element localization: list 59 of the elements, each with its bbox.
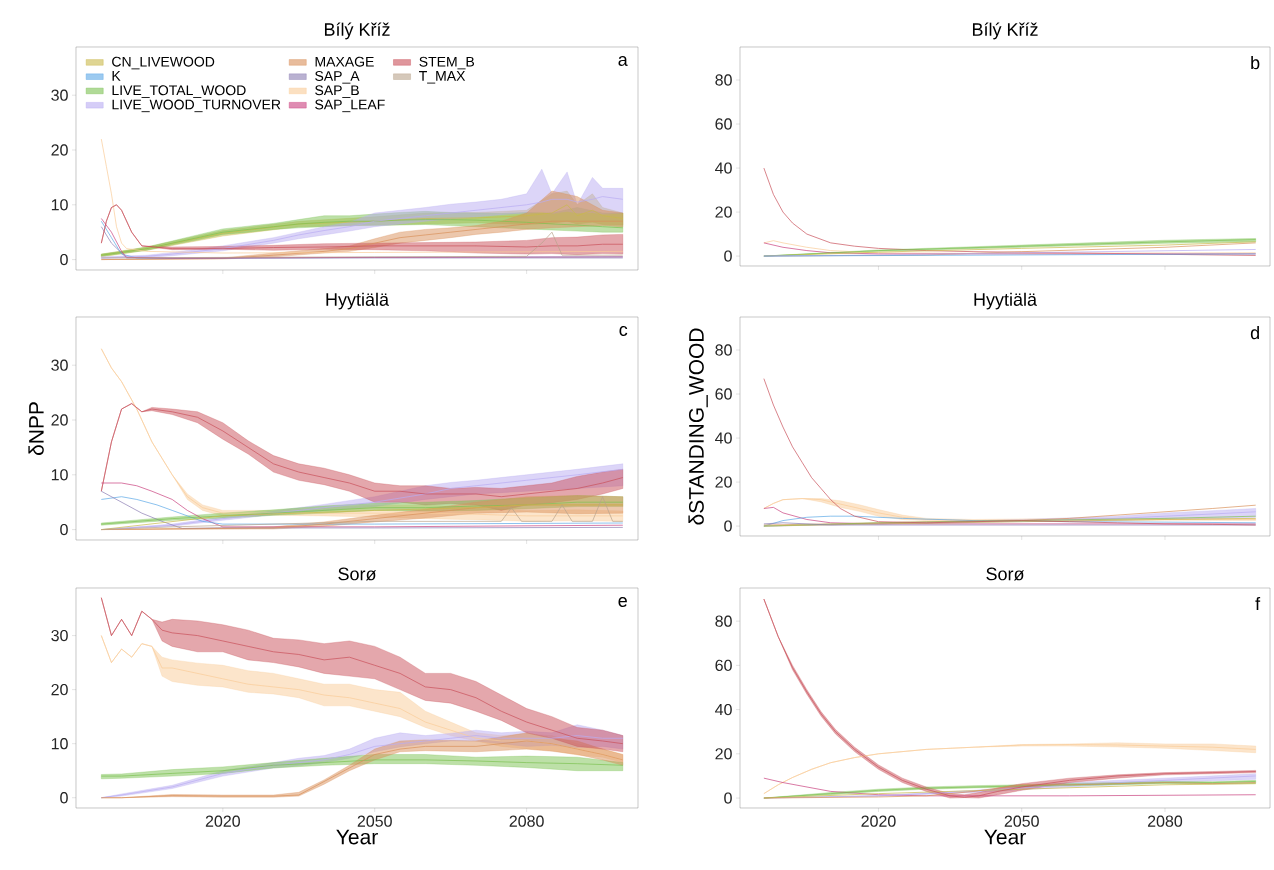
y-tick-label: 0 (724, 520, 732, 532)
annotation: f (1255, 597, 1261, 611)
legend-label: SAP_B (315, 85, 359, 98)
y-axis-title: δNPP (28, 402, 44, 456)
y-tick-label: 80 (715, 74, 732, 86)
legend-label: LIVE_WOOD_TURNOVER (112, 99, 281, 113)
annotation: c (619, 326, 628, 336)
x-tick-label: 2050 (357, 815, 392, 827)
y-tick-label: 10 (51, 738, 68, 750)
y-tick-label: 0 (724, 792, 732, 804)
y-tick-label: 20 (715, 206, 732, 218)
y-tick-label: 40 (715, 432, 732, 444)
legend-label: K (112, 71, 121, 81)
y-tick-label: 30 (51, 359, 68, 371)
chart-title: Sorø (986, 567, 1025, 581)
y-tick-label: 20 (715, 476, 732, 488)
y-tick-label: 80 (715, 344, 732, 356)
annotation: d (1250, 326, 1259, 340)
legend-label: SAP_A (315, 71, 360, 84)
y-tick-label: 80 (715, 615, 732, 627)
y-tick-label: 20 (51, 414, 68, 426)
x-tick-label: 2080 (509, 815, 544, 827)
y-tick-label: 0 (60, 792, 68, 804)
annotation: a (618, 56, 628, 66)
y-tick-label: 60 (715, 659, 732, 672)
x-axis-title: Year (336, 829, 378, 845)
y-tick-label: 20 (51, 683, 68, 696)
y-tick-label: 60 (715, 118, 732, 130)
chart-title: Sorø (338, 567, 377, 581)
y-tick-label: 10 (51, 199, 68, 211)
y-tick-label: 0 (724, 250, 732, 262)
chart-title: Bílý Kříž (324, 22, 390, 40)
y-tick-label: 0 (60, 253, 68, 266)
y-tick-label: 20 (715, 748, 732, 760)
y-tick-label: 60 (715, 388, 732, 400)
x-tick-label: 2020 (205, 815, 240, 827)
x-axis-title: Year (984, 829, 1026, 845)
legend-label: SAP_LEAF (315, 99, 385, 113)
x-tick-label: 2020 (861, 815, 896, 827)
legend-label: STEM_B (419, 56, 475, 70)
y-tick-label: 30 (51, 629, 68, 642)
y-tick-label: 30 (51, 89, 68, 101)
annotation: b (1251, 56, 1260, 70)
y-tick-label: 20 (51, 144, 68, 156)
y-axis-title: δSTANDING_WOOD (688, 328, 708, 525)
y-tick-label: 0 (60, 523, 68, 536)
x-tick-label: 2080 (1147, 815, 1183, 827)
x-tick-label: 2050 (1004, 815, 1039, 827)
legend-label: MAXAGE (315, 56, 374, 67)
legend-label: LIVE_TOTAL_WOOD (112, 85, 246, 98)
y-tick-label: 40 (715, 162, 732, 174)
chart-title: Hyytiälä (326, 292, 389, 310)
chart-title: Hyytiälä (974, 292, 1038, 310)
annotation: e (618, 597, 627, 607)
legend-label: T_MAX (419, 71, 466, 84)
legend-label: CN_LIVEWOOD (112, 56, 215, 70)
y-tick-label: 40 (715, 703, 732, 716)
chart-title: Bílý Kříž (972, 22, 1038, 40)
y-tick-label: 10 (51, 469, 68, 481)
